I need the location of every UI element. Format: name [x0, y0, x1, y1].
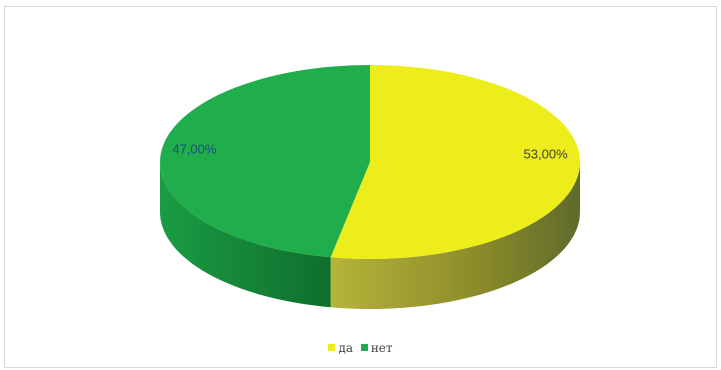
pie-sides [160, 162, 580, 309]
pie-side-net [160, 162, 331, 308]
legend-swatch-da [328, 344, 336, 351]
legend-item-net: нет [360, 340, 393, 355]
pie-labels: 53,00% 47,00% [172, 142, 568, 162]
pie-tops [160, 64, 581, 260]
data-label-net: 47,00% [172, 142, 217, 157]
pie-slice-da [330, 64, 581, 260]
pie-side-da [330, 162, 580, 309]
pie-slice-net [160, 65, 370, 258]
chart-legend: да нет [0, 340, 721, 355]
data-label-da: 53,00% [524, 147, 569, 162]
legend-swatch-net [360, 344, 368, 351]
legend-label-da: да [338, 340, 353, 355]
legend-label-net: нет [370, 340, 393, 355]
legend-item-da: да [328, 341, 353, 355]
